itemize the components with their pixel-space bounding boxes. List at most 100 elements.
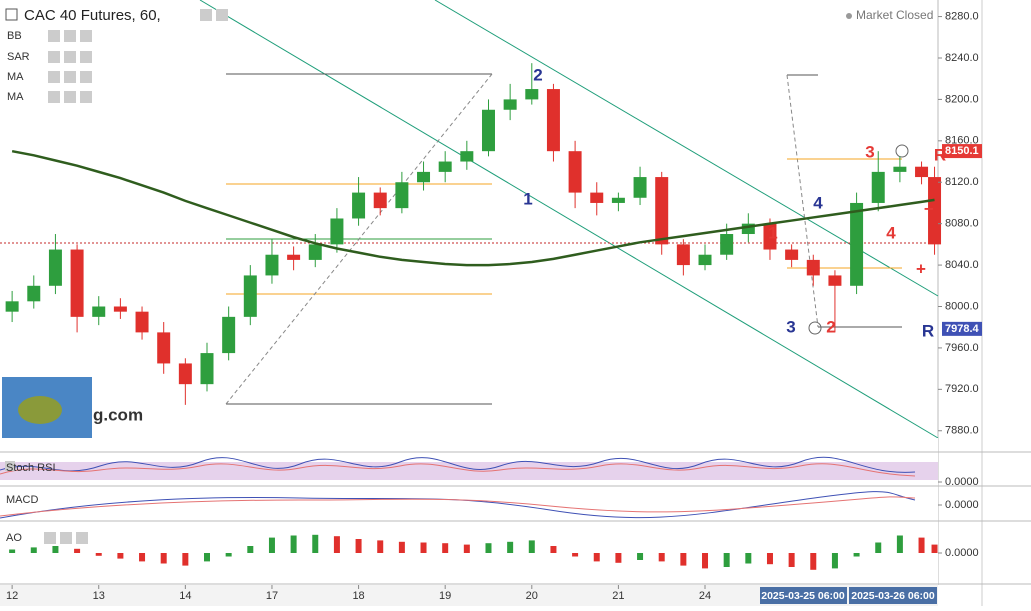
- candle-body: [720, 234, 734, 255]
- candle-body: [611, 197, 625, 203]
- macd-signal: [0, 496, 916, 517]
- candle-body: [871, 171, 885, 203]
- candle-body: [200, 353, 214, 385]
- status-dot: [846, 13, 852, 19]
- moving-average: [11, 149, 935, 267]
- candle-body: [70, 249, 84, 317]
- price-label: 7978.4: [945, 323, 980, 335]
- stoch-line: [0, 463, 916, 477]
- wave-label: 1: [523, 189, 532, 208]
- panel-title: MACD: [6, 494, 38, 506]
- x-tick-label: 14: [179, 590, 191, 602]
- settings-icon[interactable]: [200, 9, 212, 21]
- ao-bar: [702, 553, 709, 569]
- ao-bar: [572, 553, 579, 557]
- collapse-icon[interactable]: [5, 461, 15, 471]
- ao-bar: [74, 548, 81, 553]
- ao-bar: [204, 553, 211, 562]
- time-axis: [0, 585, 938, 606]
- candle-body: [893, 166, 907, 172]
- wave-label: 4: [813, 193, 823, 212]
- candle-body: [308, 244, 322, 260]
- candle-body: [5, 301, 19, 312]
- ao-bar: [420, 542, 427, 553]
- candle-body: [481, 109, 495, 152]
- candle-body: [741, 223, 755, 235]
- candle-body: [243, 275, 257, 317]
- price-axis: [938, 0, 1031, 606]
- candle-body: [92, 306, 106, 317]
- ao-bar: [225, 553, 232, 557]
- ao-bar: [831, 553, 838, 569]
- ao-bar: [312, 534, 319, 553]
- candle-body: [850, 202, 864, 286]
- indicator-label: SAR: [7, 51, 30, 63]
- ao-bar: [268, 537, 275, 553]
- y-tick-label: 8040.0: [945, 259, 979, 271]
- fib-line: [225, 73, 493, 405]
- ao-bar: [528, 540, 535, 553]
- candle-body: [676, 244, 690, 266]
- candle-body: [525, 89, 539, 100]
- stoch-band: [0, 462, 938, 480]
- ao-bar: [290, 535, 297, 553]
- marker: [895, 144, 909, 158]
- y-tick-label: 8200.0: [945, 93, 979, 105]
- candle-body: [915, 166, 929, 178]
- ao-bar: [723, 553, 730, 567]
- sign-label: −: [924, 199, 934, 218]
- x-tick-label: 24: [699, 590, 711, 602]
- candle-body: [222, 316, 236, 354]
- y-tick-label: 8080.0: [945, 218, 979, 230]
- x-tick-label: 20: [526, 590, 538, 602]
- candle-body: [828, 275, 842, 286]
- ao-bar: [30, 547, 37, 553]
- wave-label: 2: [533, 65, 542, 84]
- candle-body: [265, 254, 279, 276]
- y-tick-label: 8000.0: [945, 300, 979, 312]
- ao-bar: [810, 553, 817, 570]
- cursor-box: [849, 587, 937, 604]
- cursor-box: [760, 587, 847, 604]
- wave-label: 3: [865, 142, 874, 161]
- stoch-line: [0, 456, 916, 473]
- ao-bar: [615, 553, 622, 563]
- y-tick-label: 8240.0: [945, 52, 979, 64]
- panel-tick-label: 0.0000: [945, 499, 979, 511]
- collapse-icon[interactable]: [5, 8, 18, 21]
- marks: [5, 63, 942, 405]
- ao-bar: [398, 541, 405, 553]
- close-icon[interactable]: [216, 9, 228, 21]
- cursor-label: 2025-03-25 06:00: [761, 590, 845, 602]
- ao-bar: [896, 535, 903, 553]
- x-tick-label: 19: [439, 590, 451, 602]
- sign-label: +: [916, 259, 926, 278]
- ao-bar: [788, 553, 795, 567]
- panel-title: AO: [6, 532, 22, 544]
- marker: [808, 321, 822, 335]
- candle-body: [698, 254, 712, 266]
- candle-body: [27, 285, 41, 302]
- candle-body: [438, 161, 452, 172]
- indicator-buttons: [48, 30, 92, 103]
- panel-buttons: [44, 532, 88, 544]
- candle-body: [48, 249, 62, 286]
- panels-bg: [0, 438, 938, 585]
- candle-body: [373, 192, 387, 209]
- candle-body: [352, 192, 366, 219]
- ao-bar: [182, 553, 189, 566]
- candle-body: [417, 171, 431, 183]
- candle-body: [178, 363, 192, 385]
- ao-bar: [442, 543, 449, 553]
- ao-bar: [918, 537, 925, 553]
- candle-body: [763, 223, 777, 250]
- y-tick-label: 7880.0: [945, 425, 979, 437]
- candle-body: [633, 177, 647, 198]
- y-tick-label: 8160.0: [945, 135, 979, 147]
- wave-label: 1: [768, 223, 777, 242]
- candle-body: [655, 177, 669, 245]
- ao-bar: [463, 544, 470, 553]
- ao-bar: [680, 553, 687, 566]
- plot-area: [0, 0, 938, 438]
